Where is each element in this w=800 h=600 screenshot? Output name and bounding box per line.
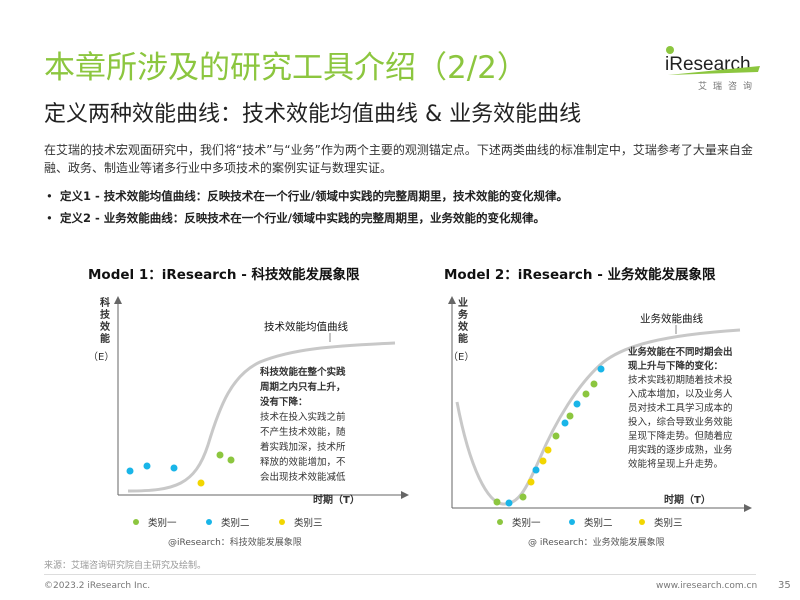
bullet-icon: • bbox=[46, 211, 53, 225]
model-1-title: Model 1：iResearch - 科技效能发展象限 bbox=[88, 267, 360, 283]
definition-1-text: 定义1 - 技术效能均值曲线：反映技术在一个行业/领域中实践的完整周期里，技术效… bbox=[60, 189, 568, 203]
model-1-diagram: 科技效能 （E） 时期（T） 技术效能均值曲线 科技效能在整个实践 周期之内只有… bbox=[88, 296, 409, 506]
legend-dot-icon bbox=[206, 519, 212, 525]
definition-2: • 定义2 - 业务效能曲线：反映技术在一个行业/领域中实践的完整周期里，业务效能… bbox=[46, 210, 545, 226]
definition-1: • 定义1 - 技术效能均值曲线：反映技术在一个行业/领域中实践的完整周期里，技术… bbox=[46, 188, 568, 204]
model-2-point-category-1 bbox=[582, 390, 590, 398]
model-2-point-category-2 bbox=[505, 499, 513, 507]
model-1-curve-label: 技术效能均值曲线 bbox=[264, 320, 348, 333]
model-2-point-category-2 bbox=[597, 365, 605, 373]
model-1-point-category-1 bbox=[216, 451, 224, 459]
model-2-point-category-1 bbox=[590, 380, 598, 388]
model-1-point-category-2 bbox=[170, 464, 178, 472]
logo-subtitle: 艾瑞咨询 bbox=[697, 82, 758, 92]
model-2-point-category-1 bbox=[519, 493, 527, 501]
model-2-curve-label: 业务效能曲线 bbox=[640, 312, 703, 325]
legend-dot-icon bbox=[569, 519, 575, 525]
page-number: 35 bbox=[778, 580, 791, 591]
legend-label-2: 类别二 bbox=[221, 517, 250, 529]
model-2-title: Model 2：iResearch - 业务效能发展象限 bbox=[444, 267, 716, 283]
legend-label-1: 类别一 bbox=[148, 517, 177, 529]
page-title: 本章所涉及的研究工具介绍（2/2） bbox=[44, 50, 528, 86]
legend-label-2: 类别二 bbox=[584, 517, 613, 529]
model-1-point-category-2 bbox=[143, 462, 151, 470]
legend-label-3: 类别三 bbox=[294, 517, 323, 529]
bullet-icon: • bbox=[46, 189, 53, 203]
model-2-legend: 类别一 类别二 类别三 bbox=[497, 517, 683, 529]
legend-label-1: 类别一 bbox=[512, 517, 541, 529]
model-1-caption: @iResearch：科技效能发展象限 bbox=[168, 536, 302, 548]
model-1-point-category-3 bbox=[197, 479, 205, 487]
model-1-point-category-2 bbox=[126, 467, 134, 475]
model-1-legend: 类别一 类别二 类别三 bbox=[133, 517, 323, 529]
model-2-point-category-1 bbox=[493, 498, 501, 506]
model-2-point-category-2 bbox=[561, 419, 569, 427]
model-2-point-category-2 bbox=[573, 400, 581, 408]
model-1-point-category-1 bbox=[227, 456, 235, 464]
model-2-y-axis-label: 业务效能 bbox=[458, 296, 469, 345]
model-2-caption: @ iResearch：业务效能发展象限 bbox=[528, 536, 665, 548]
page-subtitle: 定义两种效能曲线：技术效能均值曲线 & 业务效能曲线 bbox=[44, 102, 582, 127]
model-1-y-axis-label: 科技效能 bbox=[100, 296, 111, 345]
model-1-annotation: 科技效能在整个实践 周期之内只有上升， 没有下降： 技术在投入实践之前 不产生技… bbox=[260, 366, 349, 483]
model-2-annotation: 业务效能在不同时期会出 现上升与下降的变化： 技术实践初期随着技术投 入成本增加… bbox=[628, 346, 736, 470]
legend-dot-icon bbox=[279, 519, 285, 525]
footer-divider bbox=[44, 574, 756, 575]
model-1-x-axis-label: 时期（T） bbox=[313, 493, 360, 506]
legend-dot-icon bbox=[639, 519, 645, 525]
model-2-point-category-3 bbox=[539, 457, 547, 465]
logo-dot-icon bbox=[666, 46, 674, 54]
model-1-curve bbox=[127, 341, 396, 493]
model-2-point-category-2 bbox=[532, 466, 540, 474]
website-link[interactable]: www.iresearch.com.cn bbox=[656, 581, 758, 591]
model-2-curve bbox=[455, 328, 741, 506]
model-2-y-axis-unit: （E） bbox=[448, 351, 474, 363]
legend-dot-icon bbox=[497, 519, 503, 525]
model-2-point-category-3 bbox=[544, 446, 552, 454]
intro-paragraph: 在艾瑞的技术宏观面研究中，我们将“技术”与“业务”作为两个主要的观测锚定点。下述… bbox=[44, 143, 753, 175]
model-2-point-category-3 bbox=[527, 478, 535, 486]
model-2-diagram: 业务效能 （E） 时期（T） 业务效能曲线 业务效能在不同时期会出 现上升与下降… bbox=[448, 296, 752, 512]
logo-swoosh-icon bbox=[668, 66, 760, 75]
copyright: ©2023.2 iResearch Inc. bbox=[44, 581, 151, 591]
model-2-point-category-1 bbox=[552, 432, 560, 440]
legend-dot-icon bbox=[133, 519, 139, 525]
model-2-x-axis-label: 时期（T） bbox=[664, 493, 711, 506]
iresearch-logo: iResearch bbox=[665, 46, 760, 75]
source-note: 来源：艾瑞咨询研究院自主研究及绘制。 bbox=[44, 561, 207, 571]
definition-2-text: 定义2 - 业务效能曲线：反映技术在一个行业/领域中实践的完整周期里，业务效能的… bbox=[60, 211, 545, 225]
model-2-point-category-1 bbox=[566, 412, 574, 420]
model-1-y-axis-unit: （E） bbox=[88, 351, 114, 363]
legend-label-3: 类别三 bbox=[654, 517, 683, 529]
